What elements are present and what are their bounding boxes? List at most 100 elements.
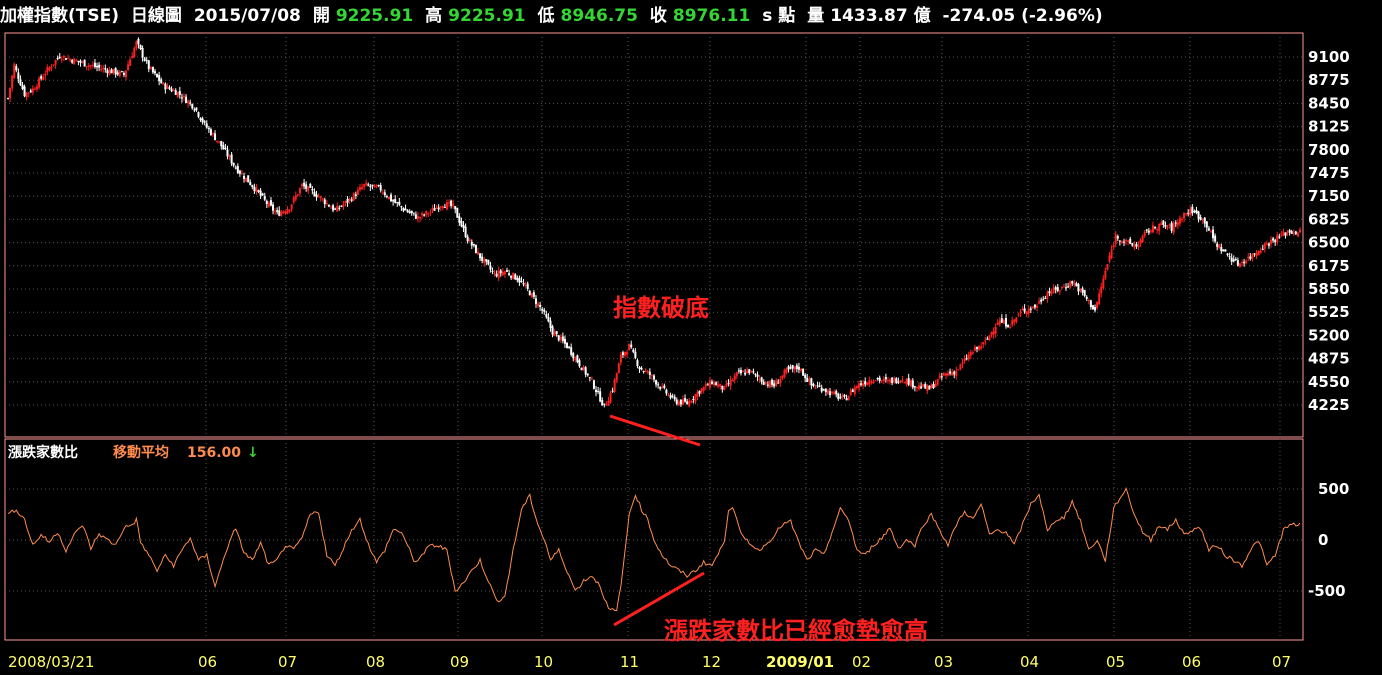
candle-body [1228,256,1231,258]
candle-body [35,86,38,90]
volume-value: 1433.87 億 [830,6,931,26]
candle-body [1067,286,1070,288]
candle-body [346,198,349,203]
price-tick-label: 8775 [1308,71,1350,89]
candle-body [955,370,958,376]
candle-body [296,194,299,196]
candle-body [1108,255,1111,262]
breadth-ratio-line [7,487,1301,611]
candle-body [650,375,653,377]
candle-body [561,336,564,342]
candle-body [1270,239,1273,244]
candle-body [218,141,221,143]
high-label: 高 [425,6,443,26]
candle-body [361,187,364,189]
price-tick-label: 6500 [1308,234,1350,252]
date-tick-label: 04 [1020,653,1039,671]
price-tick-label: 8450 [1308,94,1350,112]
candle-body [1143,231,1146,236]
candle-body [1123,241,1126,243]
candle-body [1166,227,1169,229]
candle-body [172,90,175,92]
candle-body [265,200,268,205]
candle-body [692,399,695,401]
candle-body [773,383,776,387]
candle-body [342,204,345,207]
candle-body [1296,232,1299,237]
candle-body [431,208,434,210]
candle-body [1027,308,1030,314]
candle-body [309,184,312,188]
candle-body [230,154,233,164]
candle-body [1065,287,1068,289]
candle-body [820,387,823,392]
candle-body [1031,306,1034,308]
candle-body [1038,301,1041,304]
candle-body [965,358,968,360]
candle-body [775,380,778,387]
candle-body [112,68,115,74]
candle-body [508,273,511,275]
candle-body [321,198,324,200]
candle-body [249,182,252,186]
candle-body [568,346,571,348]
candle-body [303,182,306,187]
candle-body [257,190,260,192]
candle-body [936,379,939,385]
candle-body [472,244,475,246]
candle-body [762,381,765,385]
candle-body [930,384,933,389]
candle-body [953,371,956,375]
candle-body [756,374,759,377]
candle-body [626,351,629,355]
candle-body [189,102,192,104]
candle-body [1137,245,1140,248]
candle-body [474,244,477,254]
candle-body [1178,217,1181,224]
candle-body [1261,248,1264,250]
candle-body [971,352,974,354]
candle-body [915,386,918,389]
candle-body [992,331,995,335]
candle-body [156,73,159,78]
candle-body [804,374,807,379]
candle-body [1023,308,1026,312]
candle-body [795,365,798,369]
candle-body [644,370,647,372]
candle-body [899,380,902,383]
candle-body [1087,300,1090,302]
candle-body [1238,263,1241,268]
candle-body [1033,304,1036,308]
candle-body [1216,243,1219,247]
candle-body [601,400,604,406]
candle-body [408,211,411,214]
candle-body [686,401,689,405]
candle-body [245,177,248,182]
candle-body [868,380,871,385]
candle-body [222,145,225,150]
candle-body [427,213,430,215]
candle-body [1154,227,1157,229]
candle-body [913,386,916,388]
candle-body [116,72,119,75]
open-value: 9225.91 [335,6,414,26]
candle-body [433,208,436,211]
breadth-panel: 500 0 -500 漲跌家數比 移動平均 156.00 ↓ [4,438,1349,641]
candle-body [390,194,393,202]
candle-body [414,214,417,219]
candle-body [243,175,246,179]
candle-body [715,382,718,386]
candle-body [814,387,817,389]
candle-body [1288,230,1291,233]
candle-body [396,202,399,204]
candle-body [665,389,668,394]
candle-body [170,88,173,92]
candle-body [294,195,297,200]
candle-body [290,204,293,210]
candle-body [48,67,51,70]
candle-body [307,186,310,192]
candle-body [1127,240,1130,242]
candle-body [1226,253,1229,256]
candle-body [251,185,254,188]
candle-body [452,203,455,207]
